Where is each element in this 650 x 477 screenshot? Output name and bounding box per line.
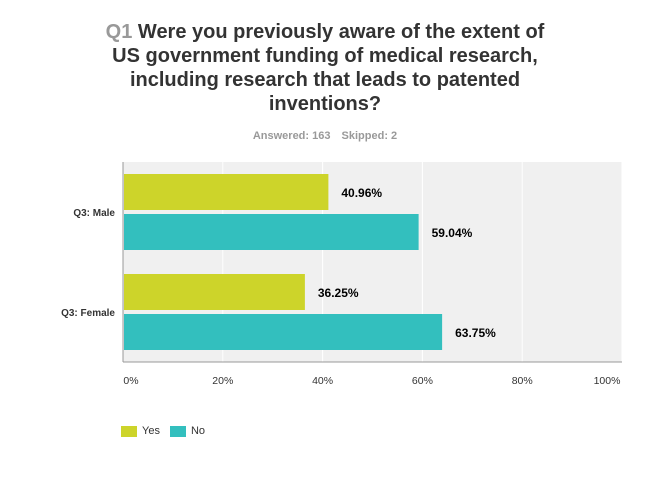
x-tick-label: 100% [594,375,621,387]
answered-count: Answered: 163 [252,130,331,142]
legend-item-no: No [169,425,206,437]
legend-item-yes: Yes [121,425,160,437]
bar-yes [124,174,329,210]
data-label: 59.04% [432,226,473,240]
legend-label-no: No [190,425,206,437]
legend-label-yes: Yes [142,425,160,437]
category-label: Q3: Female [61,308,115,319]
chart-title: Q1 Were you previously aware of the exte… [95,20,555,116]
legend: Yes No [121,425,205,437]
data-label: 36.25% [318,286,359,300]
bar-yes [124,274,305,310]
question-number: Q1 [105,21,133,43]
x-tick-label: 40% [312,375,333,387]
data-label: 40.96% [341,186,382,200]
skipped-count: Skipped: 2 [341,130,398,142]
category-label: Q3: Male [73,208,115,219]
legend-swatch-no [169,425,186,437]
bar-no [124,314,443,350]
data-label: 63.75% [455,326,496,340]
x-tick-label: 20% [212,375,233,387]
bar-no [124,214,419,250]
x-tick-label: 0% [123,375,138,387]
x-tick-label: 60% [412,375,433,387]
legend-swatch-yes [121,425,137,437]
response-stats: Answered: 163 Skipped: 2 [0,130,650,142]
question-text: Were you previously aware of the extent … [112,21,545,115]
x-tick-label: 80% [512,375,533,387]
